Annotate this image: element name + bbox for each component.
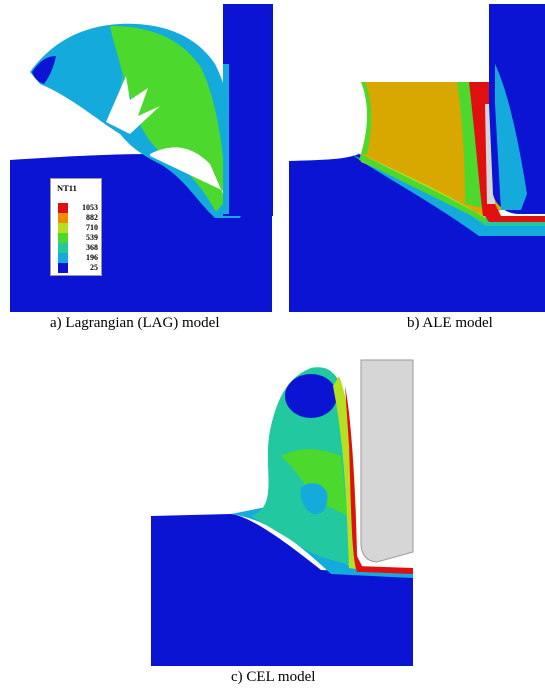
legend-label: 1053 <box>82 203 98 212</box>
legend-label: 196 <box>86 253 98 262</box>
legend-entry: 710 <box>58 223 98 233</box>
cel-chip-blob <box>300 483 328 515</box>
legend-entry: 1053 <box>58 203 98 213</box>
legend-swatch <box>58 243 68 253</box>
panel-ale-model <box>289 4 545 314</box>
cel-chip-hot-band <box>345 386 365 572</box>
legend-label: 710 <box>86 223 98 232</box>
legend-swatch <box>58 223 68 233</box>
panel-cel-model <box>151 356 415 668</box>
lag-chip-tip <box>32 56 56 84</box>
legend-label: 25 <box>90 263 98 272</box>
ale-contour-plot <box>289 4 545 312</box>
ale-tool-contact <box>495 64 527 210</box>
lag-tool <box>223 4 273 216</box>
panel-lag-model <box>10 4 274 314</box>
ale-chip-green <box>359 154 487 224</box>
cel-contour-plot <box>151 359 414 666</box>
ale-chip-left-edge <box>361 82 372 154</box>
lag-tool-contact <box>223 64 229 214</box>
legend-label: 539 <box>86 233 98 242</box>
caption-lag-model: a) Lagrangian (LAG) model <box>50 315 220 331</box>
lag-workpiece-right <box>150 154 272 312</box>
temperature-legend: NT11 1053 882 710 539 368 196 25 <box>50 178 102 276</box>
caption-cel-model: c) CEL model <box>231 669 316 685</box>
ale-contact-strip <box>485 216 545 222</box>
legend-swatch <box>58 213 68 223</box>
legend-entry: 196 <box>58 253 98 263</box>
legend-swatch <box>58 253 68 263</box>
legend-swatch <box>58 233 68 243</box>
legend-label: 368 <box>86 243 98 252</box>
lag-contour-plot <box>10 4 273 312</box>
legend-entry: 368 <box>58 243 98 253</box>
cel-tool <box>360 359 414 563</box>
legend-swatch <box>58 263 68 273</box>
lag-chip-gap <box>150 147 272 214</box>
cel-contact-strip <box>356 566 413 574</box>
legend-entry: 882 <box>58 213 98 223</box>
legend-entry: 539 <box>58 233 98 243</box>
legend-entry: 25 <box>58 263 98 273</box>
legend-swatch <box>58 203 68 213</box>
cel-chip-tip <box>285 374 337 418</box>
cel-workpiece <box>151 514 413 666</box>
ale-workpiece <box>289 154 545 312</box>
legend-label: 882 <box>86 213 98 222</box>
legend-title: NT11 <box>57 183 77 193</box>
cel-chip-green <box>281 449 347 516</box>
ale-chip-hot-band <box>469 82 501 216</box>
caption-ale-model: b) ALE model <box>407 315 493 331</box>
ale-band-cyan <box>351 154 545 236</box>
lag-chip-crack <box>106 76 160 134</box>
